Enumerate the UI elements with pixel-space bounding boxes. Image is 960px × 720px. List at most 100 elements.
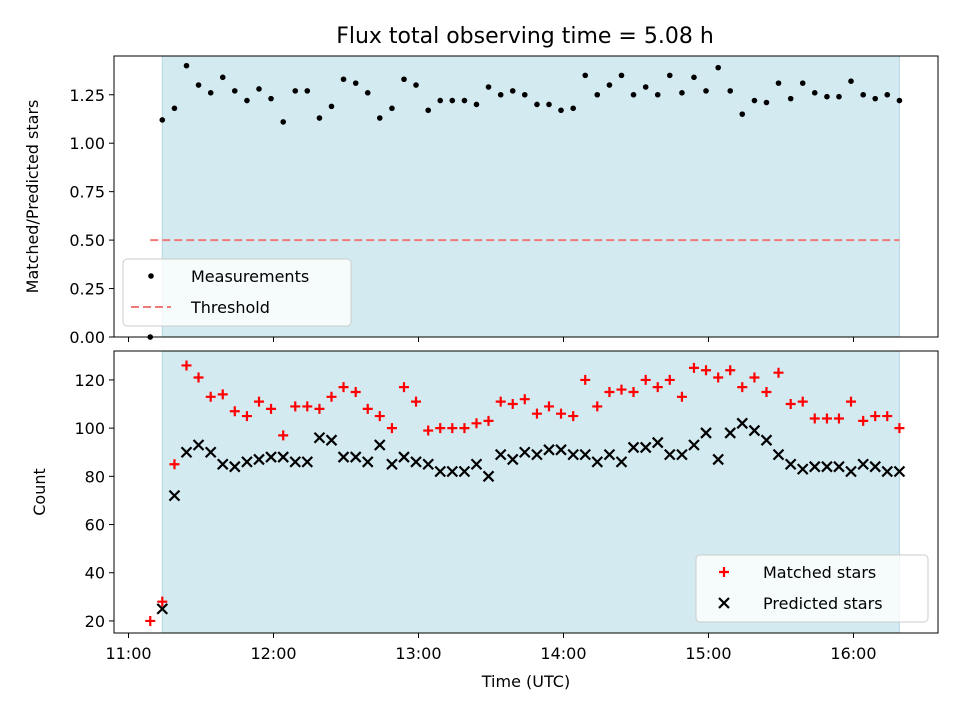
measurement-point xyxy=(618,72,625,79)
predicted-star-point xyxy=(518,446,531,459)
measurement-point xyxy=(389,105,395,112)
predicted-star-point xyxy=(833,460,845,473)
matched-star-point xyxy=(278,430,289,441)
predicted-star-point xyxy=(458,465,471,478)
measurement-point xyxy=(316,115,323,121)
predicted-star-point xyxy=(241,456,253,468)
predicted-star-point xyxy=(700,427,712,439)
measurement-point xyxy=(256,86,262,92)
matched-star-point xyxy=(169,459,180,470)
measurement-point xyxy=(328,103,335,110)
measurement-point xyxy=(195,82,202,88)
predicted-star-point xyxy=(494,448,507,461)
predicted-star-point xyxy=(470,458,483,471)
measurement-point xyxy=(292,88,299,94)
matched-star-point xyxy=(459,423,470,434)
matched-star-point xyxy=(229,406,240,417)
predicted-star-point xyxy=(748,424,761,437)
series-matched-stars xyxy=(145,360,905,626)
predicted-star-point xyxy=(555,444,567,456)
matched-star-point xyxy=(386,423,397,434)
matched-star-point xyxy=(447,423,458,434)
x-tick-label: 16:00 xyxy=(830,644,876,663)
predicted-star-point xyxy=(398,451,410,463)
measurement-point xyxy=(727,88,734,94)
measurement-point xyxy=(836,93,842,100)
measurement-point xyxy=(824,93,830,100)
y-tick-label: 0.75 xyxy=(69,183,105,202)
matched-star-point xyxy=(423,425,434,436)
measurement-point xyxy=(376,115,383,121)
legend: Measurements Threshold xyxy=(122,258,352,327)
matched-star-point xyxy=(543,401,554,412)
legend-box xyxy=(695,554,929,623)
measurement-point xyxy=(763,99,770,106)
measurement-point xyxy=(280,119,287,125)
matched-star-point xyxy=(894,423,905,434)
measurement-point xyxy=(848,78,854,84)
measurement-point xyxy=(679,90,685,96)
measurement-point xyxy=(183,62,190,69)
count-panel: 20 40 60 80 100 120 Count 11:00 12:00 13:00 14:00 1… xyxy=(30,350,939,691)
predicted-star-point xyxy=(627,441,640,454)
measurement-point xyxy=(606,82,613,88)
measurement-point xyxy=(860,91,866,98)
measurement-point xyxy=(413,82,419,88)
chart-title: Flux total observing time = 5.08 h xyxy=(336,24,714,49)
predicted-star-point xyxy=(410,456,422,468)
predicted-star-point xyxy=(180,446,193,459)
matched-star-point xyxy=(749,372,760,383)
matched-star-point xyxy=(435,423,446,434)
predicted-star-point xyxy=(736,417,749,430)
y-tick-label: 40 xyxy=(85,564,105,583)
matched-star-point xyxy=(833,413,844,424)
matched-star-point xyxy=(193,372,204,383)
matched-star-point xyxy=(676,391,687,402)
x-tick-label: 15:00 xyxy=(685,644,731,663)
predicted-star-point xyxy=(639,441,652,454)
predicted-star-point xyxy=(434,465,447,478)
predicted-star-point xyxy=(386,458,398,471)
matched-star-point xyxy=(725,365,736,376)
measurement-point xyxy=(654,91,661,98)
matched-star-point xyxy=(531,408,542,419)
measurement-point xyxy=(811,90,818,96)
matched-star-point xyxy=(580,374,591,385)
matched-star-point xyxy=(217,389,228,400)
matched-star-point xyxy=(785,399,796,410)
matched-star-point xyxy=(628,386,639,397)
measurement-point xyxy=(558,107,564,114)
predicted-star-point xyxy=(615,456,628,468)
predicted-star-point xyxy=(349,451,362,463)
measurement-point xyxy=(304,88,311,94)
measurement-point xyxy=(691,74,697,81)
predicted-star-point xyxy=(156,603,169,615)
y-tick-label: 80 xyxy=(85,467,105,486)
predicted-star-point xyxy=(216,458,229,471)
predicted-star-point xyxy=(724,427,737,439)
x-tick-label: 13:00 xyxy=(395,644,441,663)
matched-star-point xyxy=(882,411,893,422)
measurement-point xyxy=(461,97,468,104)
predicted-star-point xyxy=(772,448,785,461)
predicted-star-point xyxy=(192,439,205,451)
measurement-point xyxy=(473,101,480,108)
measurement-point xyxy=(570,105,576,112)
measurement-point xyxy=(268,95,274,102)
measurement-point xyxy=(799,80,806,86)
matched-star-point xyxy=(471,418,482,429)
measurement-point xyxy=(594,91,601,98)
predicted-star-point xyxy=(265,451,277,463)
measurement-point xyxy=(896,97,903,104)
predicted-star-point xyxy=(712,453,724,466)
predicted-star-point xyxy=(325,434,338,446)
matched-star-point xyxy=(326,391,337,402)
axes-frame xyxy=(113,55,939,338)
predicted-star-point xyxy=(893,465,906,478)
measurement-point xyxy=(425,107,432,114)
x-tick-label: 12:00 xyxy=(250,644,296,663)
legend-box xyxy=(122,258,352,327)
measurement-point xyxy=(884,91,891,98)
matched-star-point xyxy=(688,362,699,373)
